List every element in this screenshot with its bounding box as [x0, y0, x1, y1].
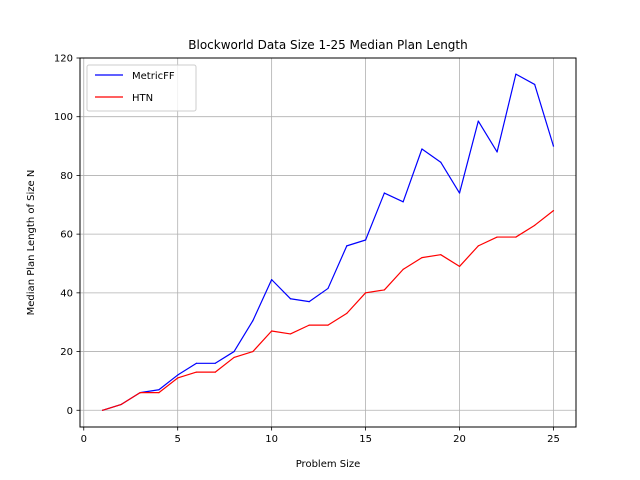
data-point-htn	[101, 409, 104, 411]
data-point-htn	[289, 333, 292, 335]
data-point-metricff	[289, 298, 292, 300]
data-point-metricff	[364, 239, 367, 241]
data-point-htn	[421, 257, 423, 259]
data-point-metricff	[195, 362, 198, 364]
y-tick-label: 0	[67, 406, 73, 417]
x-tick-label: 10	[265, 434, 278, 445]
data-point-htn	[214, 371, 216, 373]
data-point-htn	[346, 312, 348, 314]
series-lines	[101, 73, 555, 411]
y-tick-label: 120	[54, 54, 73, 65]
data-point-metricff	[383, 192, 385, 194]
data-point-metricff	[477, 120, 479, 122]
data-point-htn	[252, 350, 254, 353]
data-point-htn	[383, 289, 385, 291]
data-point-htn	[458, 265, 461, 268]
data-point-htn	[552, 210, 555, 212]
data-point-htn	[271, 330, 273, 332]
data-point-metricff	[308, 301, 310, 303]
data-point-htn	[233, 356, 235, 359]
data-point-metricff	[158, 389, 160, 391]
data-point-htn	[139, 392, 141, 394]
data-point-htn	[177, 377, 179, 379]
x-tick-label: 15	[359, 434, 372, 445]
data-point-metricff	[177, 374, 179, 376]
x-tick-label: 25	[547, 434, 560, 445]
legend: MetricFF HTN	[86, 64, 197, 112]
data-point-htn	[195, 371, 198, 373]
data-point-htn	[402, 268, 404, 270]
x-axis-label: Problem Size	[296, 459, 361, 470]
data-point-htn	[440, 254, 442, 256]
data-point-htn	[496, 236, 498, 238]
data-point-metricff	[515, 73, 517, 75]
chart-title: Blockworld Data Size 1-25 Median Plan Le…	[188, 38, 467, 52]
data-point-metricff	[252, 320, 254, 322]
legend-label-htn: HTN	[132, 93, 153, 104]
x-tick-label: 20	[453, 434, 466, 445]
data-point-htn	[515, 236, 517, 238]
grid	[80, 57, 576, 427]
x-tick-label: 0	[81, 434, 87, 445]
data-point-htn	[308, 324, 310, 326]
data-point-htn	[477, 245, 479, 247]
data-point-metricff	[440, 161, 442, 163]
y-tick-label: 100	[54, 112, 73, 123]
data-point-metricff	[233, 350, 235, 353]
y-axis-label: Median Plan Length of Size N	[26, 170, 37, 316]
legend-box	[86, 64, 197, 112]
y-tick-label: 80	[60, 171, 73, 182]
data-point-htn	[364, 292, 367, 294]
plot-frame	[79, 57, 577, 428]
data-point-metricff	[271, 279, 273, 281]
data-point-metricff	[496, 151, 498, 153]
x-tick-label: 5	[175, 434, 181, 445]
data-point-htn	[120, 403, 122, 405]
data-point-metricff	[421, 148, 423, 150]
legend-label-metricff: MetricFF	[132, 71, 175, 82]
data-point-metricff	[534, 83, 536, 86]
data-point-metricff	[552, 145, 555, 147]
data-point-metricff	[327, 287, 329, 290]
data-point-metricff	[346, 245, 348, 247]
data-point-metricff	[214, 362, 216, 364]
data-point-metricff	[402, 201, 404, 203]
y-tick-label: 40	[60, 288, 73, 299]
data-point-metricff	[458, 192, 461, 194]
data-point-htn	[158, 392, 160, 394]
y-tick-label: 60	[60, 230, 73, 241]
data-point-htn	[534, 224, 536, 226]
data-point-htn	[327, 324, 329, 326]
y-tick-label: 20	[60, 347, 73, 358]
axis-ticks: 0 5 10 15 20 25 0 20 40 60 80 100 120	[54, 54, 560, 446]
